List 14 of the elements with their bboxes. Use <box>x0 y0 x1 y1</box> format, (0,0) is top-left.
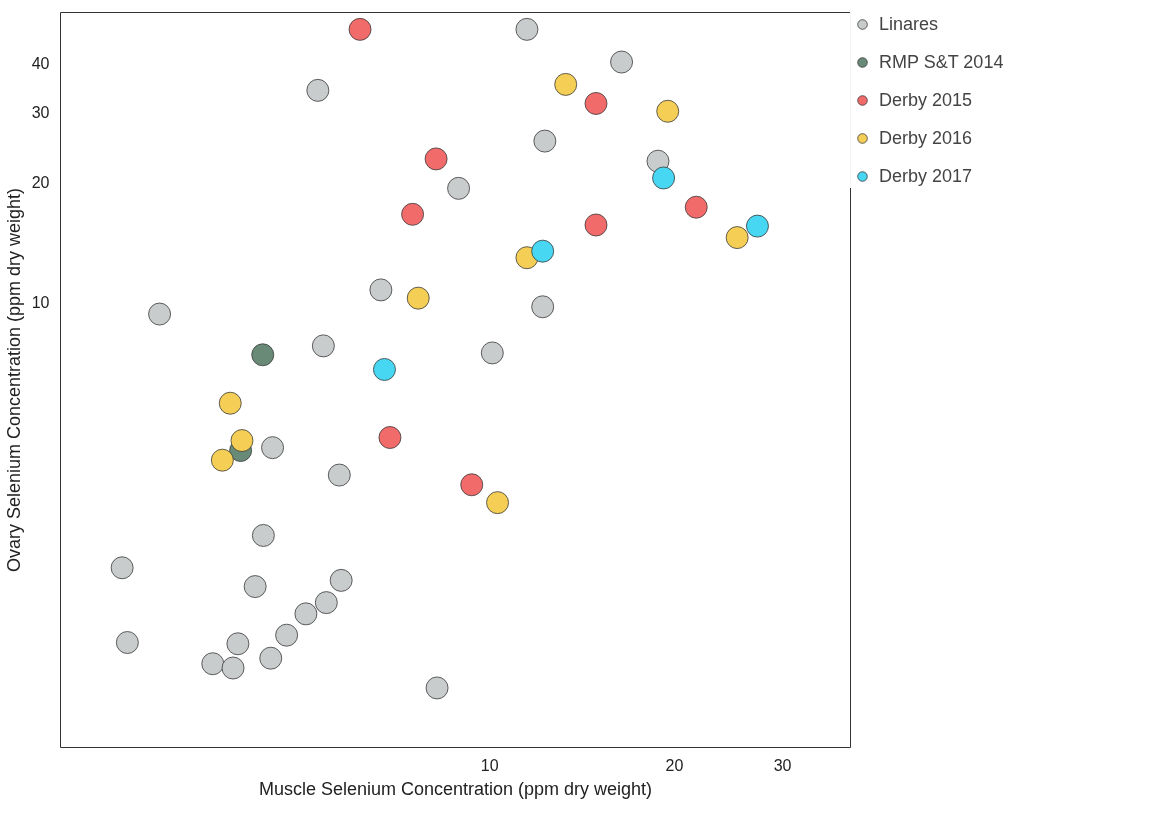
legend-label: Derby 2016 <box>879 127 973 149</box>
legend-label: RMP S&T 2014 <box>879 51 1004 73</box>
x-tick-label: 30 <box>773 756 792 774</box>
x-axis-title: Muscle Selenium Concentration (ppm dry weight) <box>258 778 653 799</box>
x-tick-label: 20 <box>665 756 684 774</box>
legend-label: Linares <box>879 13 939 35</box>
x-tick-label: 10 <box>480 756 499 774</box>
y-tick-label: 30 <box>31 104 50 122</box>
y-tick-label: 10 <box>31 293 50 311</box>
y-tick-label: 40 <box>31 54 50 72</box>
legend-label: Derby 2017 <box>879 165 973 187</box>
y-axis-title: Ovary Selenium Concentration (ppm dry weight) <box>3 187 24 573</box>
legend-label: Derby 2015 <box>879 89 973 111</box>
y-tick-label: 20 <box>31 174 50 192</box>
